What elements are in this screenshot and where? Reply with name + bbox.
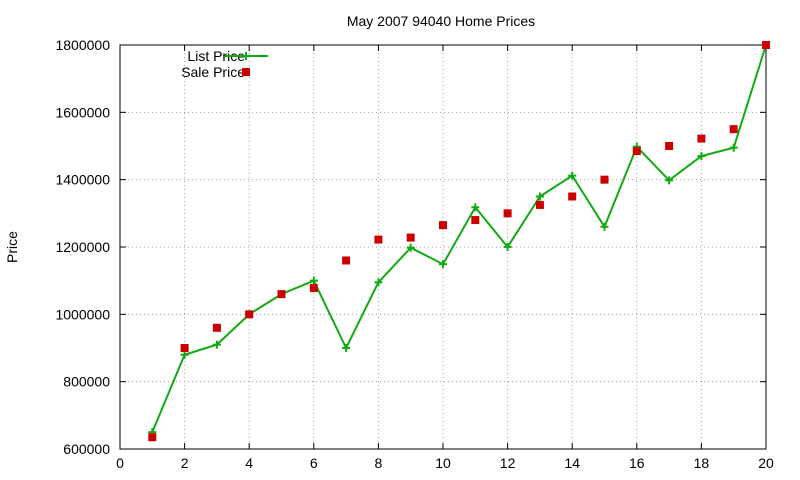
sale-price-point	[762, 41, 770, 49]
list-price-point	[535, 192, 544, 201]
x-tick-label: 10	[435, 455, 451, 471]
series-layer	[148, 41, 770, 442]
sale-price-point	[374, 235, 383, 244]
x-tick-label: 16	[629, 455, 645, 471]
y-tick-label: 1000000	[55, 306, 110, 322]
x-tick-label: 8	[375, 455, 383, 471]
sale-price-point	[665, 142, 674, 150]
list-price-point	[342, 344, 351, 352]
x-tick-label: 0	[116, 455, 124, 471]
list-price-point	[729, 143, 738, 152]
sale-price-point	[535, 200, 544, 209]
sale-price-point	[342, 256, 351, 265]
y-axis-label: Price	[4, 231, 20, 263]
list-price-point	[180, 350, 189, 359]
grid-layer	[120, 45, 766, 449]
y-tick-label: 600000	[63, 441, 110, 457]
list-price-point	[374, 278, 383, 287]
tick-layer: 0 2 4 6 8 10 12 14 16 18 20 600000 800000 1000000 1200…	[55, 37, 774, 471]
y-tick-label: 1200000	[55, 239, 110, 255]
list-price-point	[503, 243, 512, 251]
sale-price-point	[503, 209, 512, 218]
sale-price-point	[439, 221, 447, 230]
sale-price-point	[697, 134, 706, 143]
list-price-point	[568, 171, 577, 180]
series-sale-price	[148, 41, 770, 442]
list-price-point	[406, 243, 415, 252]
list-price-line	[151, 44, 767, 433]
legend-label: List Price	[187, 48, 245, 64]
sale-price-point	[471, 216, 480, 225]
sale-price-point	[729, 125, 738, 134]
chart-title: May 2007 94040 Home Prices	[347, 13, 535, 29]
sale-price-point	[148, 433, 157, 442]
y-tick-label: 1800000	[55, 37, 110, 53]
sale-price-point	[245, 310, 254, 319]
sale-price-point	[180, 344, 189, 352]
y-tick-label: 1600000	[55, 104, 110, 120]
legend-square-marker	[242, 68, 250, 76]
x-tick-label: 20	[758, 455, 774, 471]
x-tick-label: 4	[245, 455, 253, 471]
list-price-point	[697, 152, 706, 161]
x-tick-label: 18	[694, 455, 710, 471]
legend-label: Sale Price	[181, 64, 245, 80]
list-price-point	[439, 260, 447, 269]
sale-price-point	[632, 147, 641, 156]
legend-plus-marker	[242, 52, 250, 60]
list-price-point	[309, 276, 318, 285]
sale-price-point	[309, 284, 318, 293]
y-tick-label: 800000	[63, 374, 110, 390]
x-tick-label: 14	[564, 455, 580, 471]
sale-price-point	[568, 192, 577, 201]
x-tick-label: 12	[500, 455, 516, 471]
x-tick-label: 6	[310, 455, 318, 471]
list-price-point	[471, 203, 480, 212]
y-tick-label: 1400000	[55, 172, 110, 188]
list-price-point	[212, 340, 221, 349]
sale-price-point	[600, 175, 609, 184]
list-price-point	[600, 222, 609, 231]
list-price-point	[665, 176, 674, 185]
x-tick-label: 2	[181, 455, 189, 471]
series-list-price	[148, 41, 770, 437]
sale-price-point	[406, 233, 415, 242]
sale-price-point	[212, 323, 221, 332]
sale-price-point	[277, 290, 286, 299]
